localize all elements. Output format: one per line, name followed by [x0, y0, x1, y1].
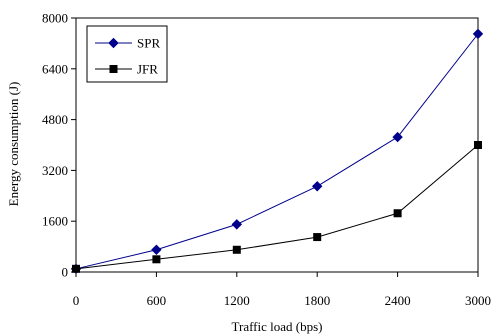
legend-item-spr: SPR: [95, 36, 160, 51]
spr-point: [231, 219, 243, 230]
legend-marker: [109, 65, 118, 73]
x-tick-label: 3000: [465, 293, 491, 308]
x-tick-label: 600: [147, 293, 167, 308]
jfr-line: [75, 144, 479, 270]
series-jfr: [72, 141, 482, 273]
y-tick-label: 6400: [42, 61, 68, 76]
jfr-point: [313, 233, 322, 242]
spr-point: [311, 181, 323, 192]
legend-label: SPR: [137, 36, 160, 51]
x-axis: 0 600 1200 1800 2400 3000: [73, 272, 491, 308]
y-tick-label: 1600: [42, 214, 68, 229]
legend: SPR JFR: [86, 25, 168, 83]
jfr-point: [232, 245, 241, 254]
x-tick-label: 1200: [224, 293, 250, 308]
series-layer: [70, 28, 484, 275]
x-tick-label: 0: [73, 293, 80, 308]
x-tick-label: 1800: [304, 293, 330, 308]
legend-label: JFR: [137, 62, 158, 77]
spr-point: [472, 28, 484, 40]
spr-point: [392, 131, 403, 143]
jfr-point: [474, 141, 482, 149]
y-axis-title: Energy consumption (J): [6, 82, 21, 207]
legend-box: [86, 25, 168, 83]
series-spr: [70, 28, 484, 275]
y-tick-label: 0: [62, 265, 69, 280]
x-tick-label: 2400: [385, 293, 411, 308]
spr-point: [151, 244, 162, 255]
jfr-point: [72, 264, 80, 273]
x-axis-title: Traffic load (bps): [232, 319, 323, 334]
y-tick-label: 8000: [42, 11, 68, 26]
jfr-point: [152, 255, 161, 264]
y-axis: 0 1600 3200 4800 6400 8000: [42, 11, 76, 280]
y-tick-label: 3200: [42, 163, 68, 178]
legend-item-jfr: JFR: [95, 62, 158, 77]
spr-line: [75, 33, 479, 270]
y-tick-label: 4800: [42, 112, 68, 127]
jfr-point: [393, 209, 402, 218]
legend-marker: [108, 37, 119, 49]
